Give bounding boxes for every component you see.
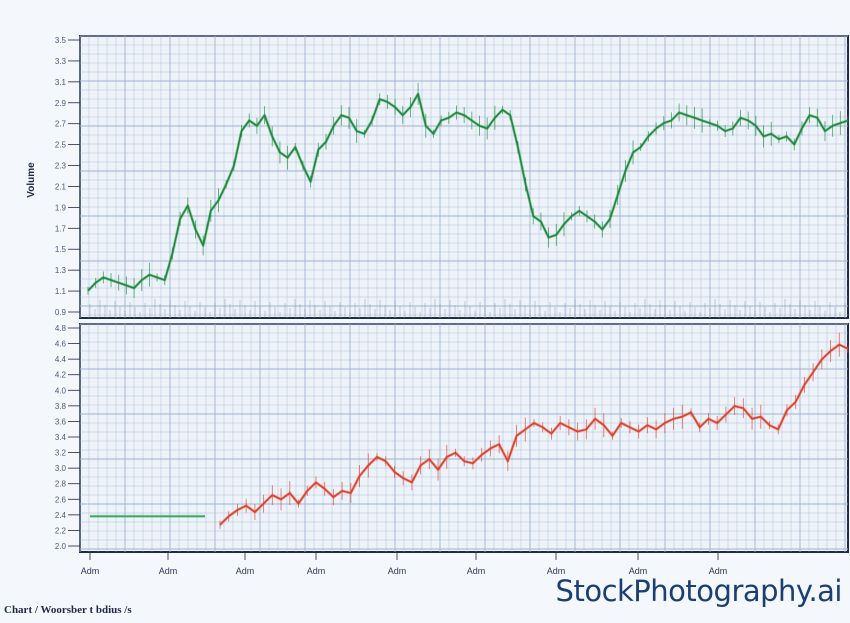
- lower-tick-label: 4.0: [55, 386, 67, 395]
- upper-tick-label: 1.1: [55, 287, 67, 296]
- upper-tick-label: 3.5: [55, 36, 67, 45]
- upper-tick-label: 1.9: [55, 203, 67, 212]
- x-tick-label: Adm: [236, 566, 255, 576]
- lower-panel-frame: [79, 323, 849, 553]
- upper-tick-label: 0.9: [55, 308, 67, 317]
- upper-tick-label: 2.9: [55, 99, 67, 108]
- upper-panel-frame: [79, 35, 849, 319]
- lower-tick-label: 2.2: [55, 526, 67, 535]
- upper-tick-label: 2.1: [55, 182, 67, 191]
- x-tick-label: Adm: [81, 566, 100, 576]
- lower-tick-label: 2.4: [55, 511, 67, 520]
- lower-tick-label: 2.6: [55, 495, 67, 504]
- lower-tick-label: 3.0: [55, 464, 67, 473]
- lower-tick-label: 4.4: [55, 355, 67, 364]
- upper-y-axis-label: Volume: [26, 162, 37, 198]
- upper-tick-label: 2.7: [55, 120, 67, 129]
- lower-tick-label: 2.0: [55, 542, 67, 551]
- lower-tick-label: 3.8: [55, 402, 67, 411]
- upper-series-line: [87, 93, 849, 292]
- upper-tick-labels: 3.5 3.3 3.1 2.9 2.7 2.5 2.3 2.1 1.9 1.7 1.5 1.3 1.1 0…: [55, 36, 80, 317]
- x-tick-label: Adm: [709, 566, 728, 576]
- footer-caption: Chart / Woorsber t bdius /s: [4, 604, 132, 616]
- lower-tick-label: 3.6: [55, 417, 67, 426]
- x-tick-label: Adm: [159, 566, 178, 576]
- lower-tick-label: 3.4: [55, 433, 67, 442]
- x-tick-label: Adm: [629, 566, 648, 576]
- upper-tick-label: 2.3: [55, 162, 67, 171]
- watermark: StockPhotography.ai: [555, 574, 843, 608]
- upper-grid: [79, 35, 849, 319]
- lower-grid: [79, 323, 849, 553]
- x-tick-label: Adm: [307, 566, 326, 576]
- lower-tick-label: 4.6: [55, 340, 67, 349]
- lower-tick-label: 4.2: [55, 371, 67, 380]
- x-tick-label: Adm: [388, 566, 407, 576]
- lower-tick-label: 3.2: [55, 449, 67, 458]
- x-tick-label: Adm: [467, 566, 486, 576]
- upper-tick-label: 1.7: [55, 224, 67, 233]
- lower-tick-label: 2.8: [55, 480, 67, 489]
- upper-tick-label: 3.1: [55, 78, 67, 87]
- lower-tick-label: 4.8: [55, 324, 67, 333]
- upper-tick-label: 3.3: [55, 57, 67, 66]
- x-tick-label: Adm: [547, 566, 566, 576]
- lower-tick-labels: 4.8 4.6 4.4 4.2 4.0 3.8 3.6 3.4 3.2 3.0 2.8 2.6 2.4 2…: [55, 324, 80, 551]
- upper-tick-label: 1.3: [55, 266, 67, 275]
- x-tick-labels: Adm Adm Adm Adm Adm Adm Adm Adm Adm: [81, 552, 728, 576]
- upper-tick-label: 1.5: [55, 245, 67, 254]
- upper-tick-label: 2.5: [55, 141, 67, 150]
- series-layer: [86, 82, 849, 529]
